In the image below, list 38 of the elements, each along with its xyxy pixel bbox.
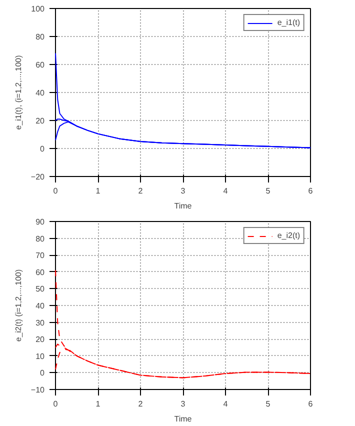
x-tick-label: 2 bbox=[138, 186, 144, 196]
x-tick-label: 1 bbox=[96, 186, 101, 196]
y-tick-label: −10 bbox=[30, 386, 46, 394]
y-tick-label: 10 bbox=[36, 352, 46, 361]
y-tick-label: 30 bbox=[36, 318, 46, 328]
x-tick-label: 6 bbox=[308, 400, 314, 408]
x-tick-label: 3 bbox=[180, 400, 186, 408]
y-tick-label: 40 bbox=[36, 302, 46, 310]
y-tick-label: 20 bbox=[36, 116, 46, 126]
y-tick-label: 90 bbox=[36, 218, 46, 226]
x-tick-label: 4 bbox=[223, 400, 228, 408]
x-axis-title: Time bbox=[174, 414, 192, 424]
x-tick-label: 4 bbox=[223, 186, 228, 196]
y-tick-label: 100 bbox=[31, 4, 46, 14]
legend-label: e_i1(t) bbox=[277, 18, 300, 27]
legend-label: e_i2(t) bbox=[277, 231, 300, 240]
y-axis-title: e_i1(t), (i=1,2,...,100) bbox=[14, 54, 23, 130]
x-tick-label: 0 bbox=[53, 186, 58, 196]
y-tick-label: 40 bbox=[36, 88, 46, 98]
x-tick-label: 3 bbox=[180, 186, 186, 196]
y-tick-label: 80 bbox=[36, 32, 46, 42]
x-tick-label: 1 bbox=[96, 400, 101, 408]
y-tick-label: 20 bbox=[36, 335, 46, 344]
x-tick-label: 0 bbox=[53, 400, 58, 408]
y-tick-label: 0 bbox=[40, 144, 46, 154]
y-tick-label: 0 bbox=[40, 368, 46, 378]
y-tick-label: 50 bbox=[36, 284, 46, 294]
y-tick-label: 60 bbox=[36, 60, 46, 70]
x-tick-label: 2 bbox=[138, 400, 144, 408]
y-tick-label: 80 bbox=[36, 234, 46, 244]
y-tick-label: −20 bbox=[30, 172, 46, 182]
x-tick-label: 5 bbox=[266, 186, 271, 196]
x-tick-label: 6 bbox=[308, 186, 314, 196]
y-axis-title: e_i2(t) (i=1,2,...,100) bbox=[14, 269, 23, 342]
x-tick-label: 5 bbox=[266, 400, 271, 408]
y-tick-label: 70 bbox=[36, 251, 46, 260]
x-axis-title: Time bbox=[174, 202, 192, 210]
y-tick-label: 60 bbox=[36, 268, 46, 277]
